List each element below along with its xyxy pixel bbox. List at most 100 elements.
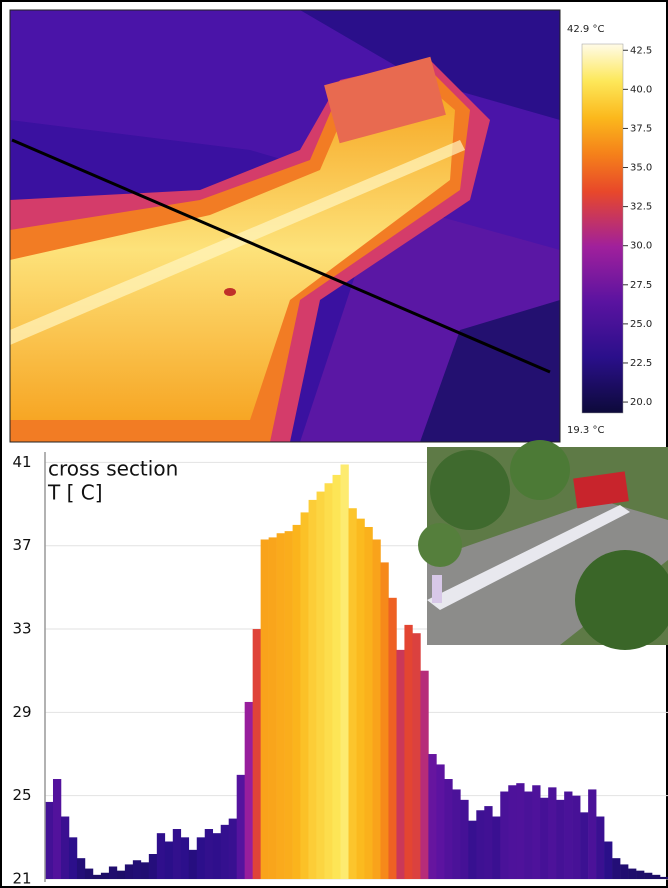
bar [524,791,533,879]
bar [452,789,461,879]
colorbar-tick-label: 40.0 [630,84,652,95]
bar [204,829,214,879]
bar [308,499,317,879]
bar [468,820,477,879]
bar [372,539,381,879]
bar [340,464,349,879]
bar [532,785,541,879]
bar [564,791,573,879]
bar [628,868,637,879]
bar [228,818,237,879]
bar [108,866,118,879]
bar [548,787,557,879]
bar [388,597,397,879]
bar [636,870,645,879]
bar [612,858,621,879]
bar [516,783,525,879]
bar [156,833,166,879]
bar [364,526,373,879]
colorbar-tick-label: 42.5 [630,45,652,56]
bar [660,876,668,879]
bar [148,854,158,879]
colorbar-tick-label: 20.0 [630,397,652,408]
bar [164,841,174,879]
bar [132,860,142,879]
bar [68,837,78,879]
colorbar-tick-label: 25.0 [630,319,652,330]
colorbar-tick-label: 35.0 [630,163,652,174]
bar [428,754,437,879]
bar [300,512,309,879]
bar [572,795,581,879]
bar [188,849,198,879]
bar [60,816,70,879]
bar [484,806,493,879]
colorbar-tick-label: 37.5 [630,123,652,134]
inset-photo [418,440,668,650]
bar [52,779,62,879]
bar [588,789,597,879]
chart-title: cross section [48,457,178,481]
colorbar-tick-label: 22.5 [630,358,652,369]
y-tick-label: 33 [12,620,31,638]
bar [140,862,150,879]
bar [180,837,190,879]
bar [644,872,653,879]
y-tick-label: 21 [12,870,31,888]
bar [436,764,445,879]
bar [540,797,549,879]
bar [196,837,206,879]
bar [100,872,110,879]
bar [284,531,293,879]
bar [396,649,405,879]
bar [172,829,182,879]
bar [476,810,485,879]
bar [268,537,277,879]
colorbar [581,43,624,414]
y-axis-label: T [ C] [47,481,103,505]
bar [252,629,261,879]
bar [404,624,413,879]
y-tick-label: 37 [12,536,31,554]
bar [444,779,453,879]
bar [604,841,613,879]
bar [84,868,94,879]
y-tick-label: 41 [12,453,31,471]
bar [212,833,222,879]
y-tick-label: 29 [12,703,31,721]
bar [620,864,629,879]
bar [276,533,285,879]
bar [380,562,389,879]
bar [124,864,134,879]
colorbar-tick-label: 27.5 [630,280,652,291]
bar [316,491,325,879]
bar [508,785,517,879]
bar [292,524,301,879]
bar [348,508,357,879]
bar [244,701,253,879]
bar [260,539,269,879]
colorbar-max-label: 42.9 °C [567,24,604,35]
colorbar-tick-label: 32.5 [630,202,652,213]
bar [332,474,341,879]
bar [420,670,429,879]
bar [652,874,661,879]
bar [556,799,565,879]
colorbar-min-label: 19.3 °C [567,425,604,436]
bars [45,464,668,879]
bar [492,816,501,879]
bar [45,801,54,879]
bar [460,799,469,879]
bar [500,791,509,879]
bar [412,633,421,879]
bar [92,874,102,879]
bar [580,812,589,879]
bar [76,858,86,879]
colorbar-tick-label: 30.0 [630,241,652,252]
y-tick-label: 25 [12,786,31,804]
bar [220,824,230,879]
thermal-image [10,10,560,442]
bar [356,518,365,879]
bar [596,816,605,879]
